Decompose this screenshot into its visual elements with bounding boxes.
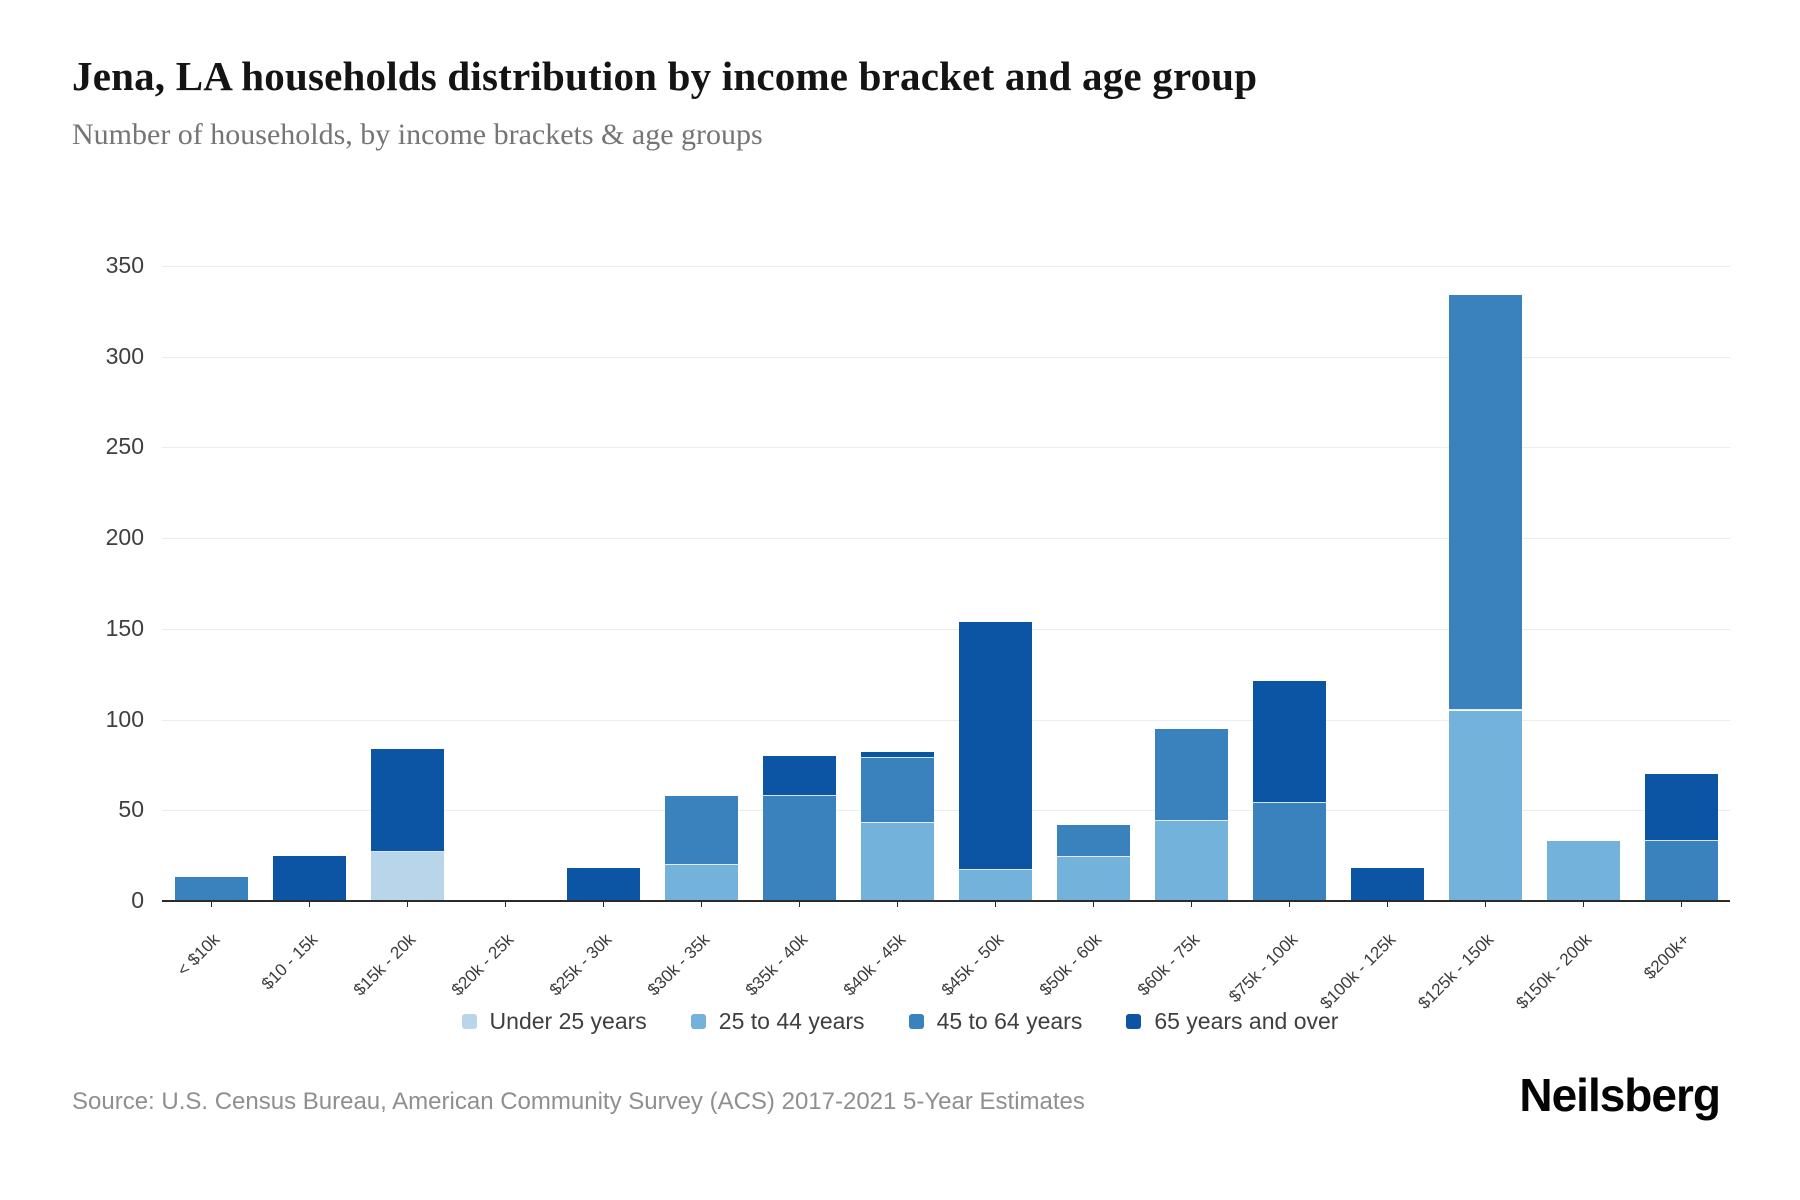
bar-segment-65-years-and-over[interactable] [958,621,1032,871]
y-gridline [162,356,1730,358]
x-axis-tick [1387,901,1388,907]
legend-swatch-icon [690,1014,706,1029]
legend-label: 45 to 64 years [936,1008,1083,1034]
x-axis-tick [701,901,702,907]
bar-segment-25-to-44-years[interactable] [1448,710,1522,901]
y-axis-tick-label: 200 [105,524,144,551]
y-gridline [162,538,1730,540]
bar-segment-25-to-44-years[interactable] [1546,841,1620,901]
x-axis-tick [309,901,310,907]
chart-subtitle: Number of households, by income brackets… [72,118,763,151]
bar-segment-25-to-44-years[interactable] [664,864,738,901]
x-axis-tick [1289,901,1290,907]
x-axis-line [162,900,1730,902]
bar-segment-25-to-44-years[interactable] [860,822,934,901]
y-axis-tick-label: 100 [105,705,144,732]
y-axis-tick-label: 300 [105,342,144,369]
bar-segment-65-years-and-over[interactable] [370,748,444,852]
bar-segment-45-to-64-years[interactable] [664,795,738,865]
y-axis-tick-label: 0 [131,887,144,913]
x-axis-tick [897,901,898,907]
bar-segment-25-to-44-years[interactable] [1056,857,1130,901]
bar-segment-45-to-64-years[interactable] [1448,295,1522,711]
x-axis-tick [211,901,212,907]
x-axis-tick [603,901,604,907]
x-axis-tick [505,901,506,907]
x-axis-tick [1485,901,1486,907]
y-axis-tick-label: 350 [105,252,144,278]
legend-label: Under 25 years [489,1008,647,1034]
bar-segment-45-to-64-years[interactable] [1056,824,1130,858]
brand-logo: Neilsberg [1519,1069,1721,1121]
bar-segment-65-years-and-over[interactable] [272,855,346,901]
legend-label: 65 years and over [1154,1008,1339,1034]
y-axis-tick-label: 50 [118,796,144,823]
bar-segment-65-years-and-over[interactable] [1252,681,1326,804]
y-gridline [162,628,1730,630]
bar-segment-25-to-44-years[interactable] [958,870,1032,901]
x-axis-tick [1093,901,1094,907]
bar-segment-65-years-and-over[interactable] [566,868,640,901]
x-axis-tick [995,901,996,907]
x-axis-tick [1583,901,1584,907]
legend-item-65-years-and-over[interactable]: 65 years and over [1126,1008,1338,1035]
bar-segment-65-years-and-over[interactable] [1644,774,1718,842]
bar-segment-25-to-44-years[interactable] [1154,821,1228,901]
bar-segment-45-to-64-years[interactable] [762,795,836,901]
x-axis-tick [1191,901,1192,907]
x-axis-tick [799,901,800,907]
y-axis-tick-label: 250 [105,433,144,460]
source-note: Source: U.S. Census Bureau, American Com… [72,1088,1085,1115]
legend-item-45-to-64-years[interactable]: 45 to 64 years [908,1008,1083,1035]
legend: Under 25 years 25 to 44 years 45 to 64 yea… [0,1008,1800,1035]
legend-item-under-25-years[interactable]: Under 25 years [461,1008,647,1035]
bar-segment-45-to-64-years[interactable] [1644,841,1718,901]
legend-swatch-icon [461,1014,477,1029]
y-gridline [162,719,1730,721]
bar-segment-45-to-64-years[interactable] [860,757,934,823]
y-gridline [162,447,1730,449]
legend-label: 25 to 44 years [718,1008,865,1034]
y-gridline [162,266,1730,267]
bar-segment-65-years-and-over[interactable] [860,752,934,758]
y-gridline [162,810,1730,812]
chart-title: Jena, LA households distribution by inco… [72,53,1258,99]
y-axis-tick-label: 150 [105,614,144,641]
legend-item-25-to-44-years[interactable]: 25 to 44 years [690,1008,865,1035]
legend-swatch-icon [908,1014,924,1029]
x-axis-tick [1681,901,1682,907]
bar-segment-65-years-and-over[interactable] [1350,868,1424,901]
x-axis-tick [407,901,408,907]
bar-segment-45-to-64-years[interactable] [1154,728,1228,822]
legend-swatch-icon [1126,1014,1142,1029]
bar-segment-45-to-64-years[interactable] [174,877,248,901]
bar-segment-under-25-years[interactable] [370,852,444,901]
bar-segment-45-to-64-years[interactable] [1252,803,1326,901]
bar-segment-65-years-and-over[interactable] [762,755,836,796]
